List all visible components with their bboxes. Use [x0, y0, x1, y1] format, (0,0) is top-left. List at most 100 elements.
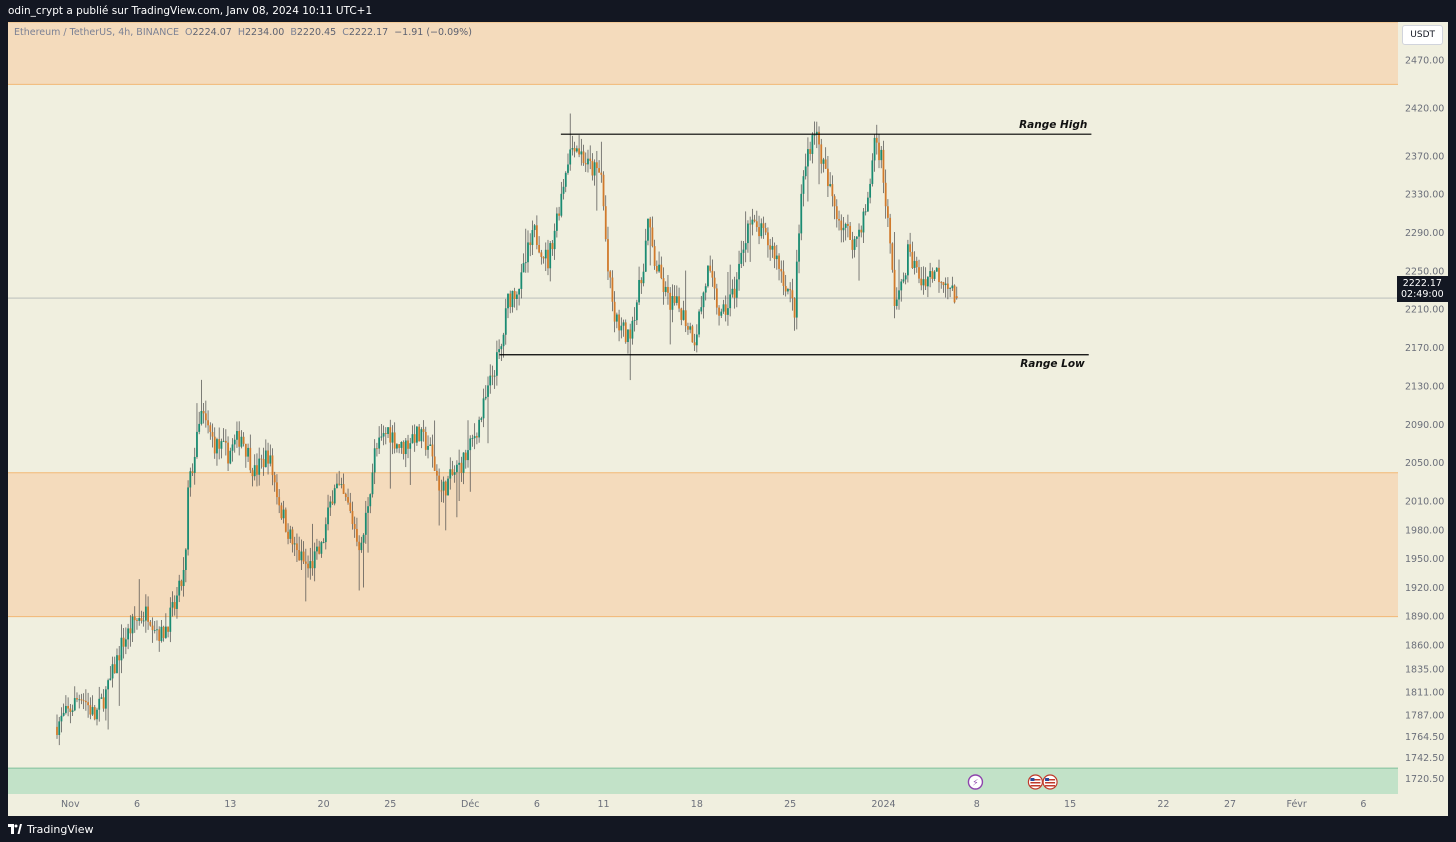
- candle-down: [307, 563, 309, 569]
- candle-up: [127, 628, 129, 640]
- candle-down: [591, 160, 594, 176]
- candle-down: [678, 296, 680, 309]
- candle-down: [773, 245, 776, 260]
- candle-up: [400, 441, 403, 448]
- candle-up: [704, 286, 707, 293]
- candle-down: [584, 163, 587, 165]
- candle-up: [593, 162, 596, 176]
- candle-up: [869, 183, 872, 198]
- candle-down: [444, 481, 447, 496]
- candle-up: [409, 443, 412, 449]
- candle-up: [196, 431, 198, 457]
- candle-down: [540, 252, 543, 257]
- candle-up: [562, 186, 565, 194]
- candle-down: [824, 159, 827, 169]
- candle-down: [424, 431, 427, 450]
- candle-up: [169, 607, 172, 632]
- candle-up: [453, 472, 456, 475]
- legend-symbol: Ethereum / TetherUS, 4h, BINANCE: [14, 27, 179, 38]
- candle-down: [589, 158, 592, 161]
- candle-up: [264, 450, 267, 468]
- us-flag-stripe: [1030, 779, 1041, 781]
- currency-button[interactable]: USDT: [1402, 25, 1443, 45]
- candle-up: [520, 272, 523, 289]
- candle-down: [244, 443, 247, 457]
- candle-down: [629, 329, 632, 339]
- candle-down: [940, 282, 943, 283]
- legend-change: −1.91 (−0.09%): [394, 27, 472, 38]
- candle-up: [842, 227, 845, 231]
- candle-up: [944, 283, 947, 286]
- candle-up: [751, 219, 754, 225]
- candle-up: [500, 346, 503, 350]
- candle-down: [158, 629, 161, 642]
- candle-up: [926, 277, 929, 287]
- candle-down: [753, 219, 756, 222]
- candle-down: [827, 168, 829, 187]
- candle-down: [87, 702, 90, 706]
- legend-open-label: O: [185, 27, 193, 38]
- candle-up: [478, 419, 481, 438]
- candle-down: [271, 455, 274, 476]
- legend-close: 2222.17: [348, 27, 389, 38]
- candle-down: [924, 279, 927, 287]
- candle-up: [533, 225, 536, 231]
- candle-down: [338, 483, 341, 485]
- candle-up: [524, 262, 527, 264]
- time-tick-label: 13: [224, 799, 236, 810]
- candle-down: [680, 308, 683, 320]
- candle-up: [949, 288, 952, 289]
- candle-up: [615, 314, 618, 322]
- candle-up: [544, 249, 547, 259]
- candle-up: [144, 606, 147, 621]
- us-flag-stripe: [1030, 785, 1041, 787]
- candle-up: [467, 450, 469, 461]
- current-price-label: 2222.17 02:49:00: [1397, 276, 1448, 302]
- footer-brand[interactable]: TradingView: [27, 822, 94, 836]
- price-tick-label: 2090.00: [1405, 420, 1444, 431]
- legend-close-label: C: [342, 27, 349, 38]
- demand-zone-rect: [8, 768, 1398, 794]
- candle-down: [389, 427, 392, 443]
- candle-up: [236, 431, 238, 440]
- candle-down: [893, 269, 896, 306]
- candle-down: [882, 149, 885, 183]
- candle-down: [89, 705, 92, 715]
- candle-up: [153, 630, 156, 631]
- price-tick-label: 1787.00: [1405, 710, 1444, 721]
- candle-down: [713, 277, 716, 289]
- candle-down: [618, 314, 620, 331]
- candle-up: [904, 275, 907, 280]
- candle-down: [931, 271, 934, 279]
- candle-down: [669, 292, 672, 310]
- candle-down: [267, 450, 269, 464]
- candle-up: [771, 245, 774, 250]
- candle-up: [498, 349, 501, 353]
- candle-up: [382, 433, 385, 437]
- candle-up: [71, 710, 74, 712]
- candle-down: [755, 221, 758, 228]
- candle-up: [707, 265, 709, 287]
- candle-up: [58, 721, 61, 736]
- candle-up: [462, 452, 465, 473]
- candle-down: [604, 206, 607, 240]
- candle-up: [473, 436, 476, 439]
- candle-up: [187, 487, 189, 550]
- time-tick-label: 6: [1360, 799, 1366, 810]
- candle-up: [507, 293, 509, 309]
- candle-up: [495, 352, 498, 376]
- candle-up: [329, 501, 332, 508]
- price-tick-label: 1980.00: [1405, 525, 1444, 536]
- time-tick-label: 6: [534, 799, 540, 810]
- candle-down: [82, 700, 85, 702]
- candle-up: [569, 149, 572, 165]
- candle-down: [413, 434, 416, 443]
- candle-up: [371, 472, 374, 495]
- candle-up: [269, 455, 272, 464]
- candle-up: [360, 542, 363, 551]
- chart-area[interactable]: Range High Range Low ⚡ 2470.00 2420.00 2370.…: [8, 22, 1448, 816]
- price-chart[interactable]: Range High Range Low ⚡ 2470.00 2420.00 2370.…: [8, 22, 1448, 816]
- legend-low-label: B: [290, 27, 297, 38]
- price-tick-label: 2010.00: [1405, 497, 1444, 508]
- candle-up: [109, 678, 112, 681]
